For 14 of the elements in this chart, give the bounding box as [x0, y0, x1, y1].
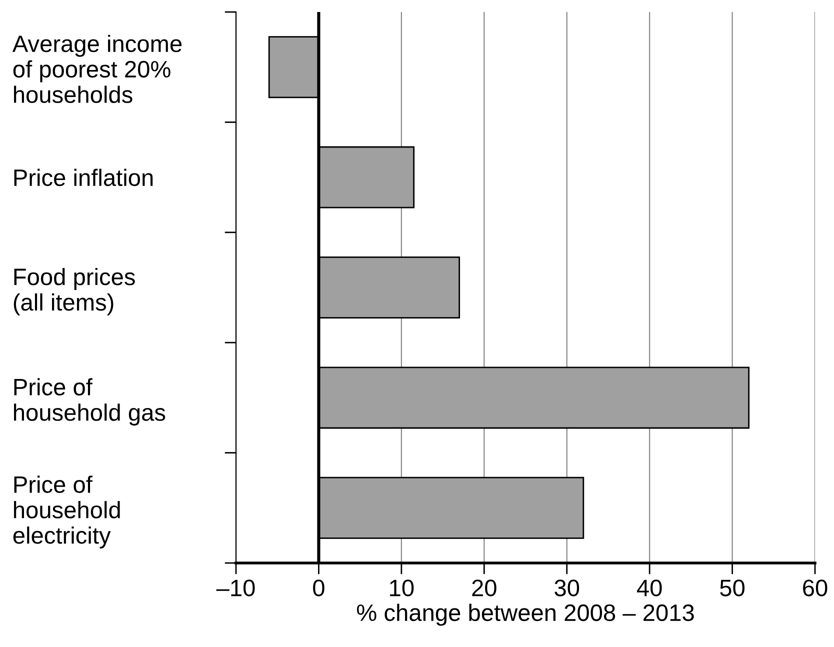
- x-tick-label: 60: [803, 580, 828, 596]
- y-tick-label: Price of household gas: [14, 378, 166, 426]
- x-tick-label: 0: [313, 580, 324, 596]
- x-tick-label: 30: [554, 580, 580, 596]
- x-tick-label: 50: [720, 580, 744, 596]
- y-tick-label: Food prices (all items): [14, 268, 135, 316]
- y-tick-label: Average income of poorest 20% households: [12, 34, 182, 104]
- x-tick-label: 40: [636, 580, 662, 596]
- y-tick-label: Price inflation: [14, 168, 153, 186]
- y-tick-label: Price of household electricity: [13, 476, 120, 548]
- x-tick-label: 10: [390, 580, 414, 596]
- x-tick-label: –10: [216, 580, 255, 596]
- x-tick-label: 20: [472, 580, 496, 596]
- x-axis-title: % change between 2008 – 2013: [357, 604, 694, 626]
